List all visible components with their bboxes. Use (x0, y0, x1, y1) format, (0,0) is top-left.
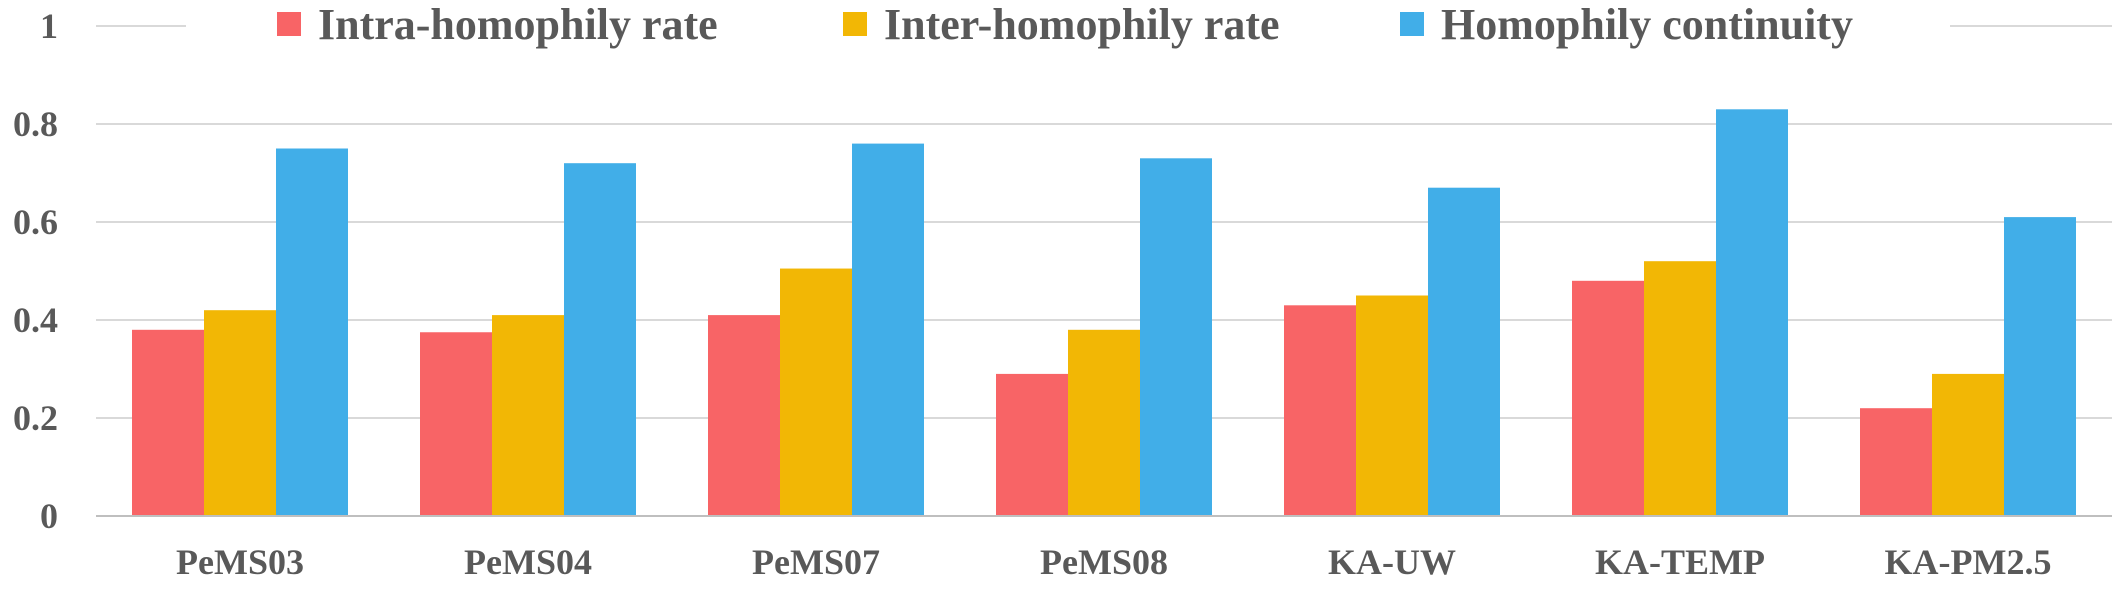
bar-intra-homophily-rate-ka-uw (1284, 305, 1356, 516)
x-tick-label: PeMS03 (176, 542, 304, 582)
bar-inter-homophily-rate-ka-pm2-5 (1932, 373, 2004, 516)
bar-inter-homophily-rate-pems04 (492, 315, 564, 516)
legend: Intra-homophily rate Inter-homophily rate… (277, 0, 1853, 49)
bars (132, 109, 2076, 517)
axes: 0 0.2 0.4 0.6 0.8 1 PeMS03 PeMS04 PeMS07 PeMS08 KA… (13, 6, 2112, 582)
bar-intra-homophily-rate-ka-pm2-5 (1860, 408, 1932, 516)
y-tick-label: 0.6 (13, 202, 58, 242)
bar-homophily-continuity-ka-uw (1428, 187, 1500, 516)
x-tick-label: KA-TEMP (1595, 542, 1765, 582)
y-tick-label: 0.4 (13, 300, 58, 340)
y-tick-label: 0.2 (13, 398, 58, 438)
bar-homophily-continuity-pems03 (276, 148, 348, 516)
bar-homophily-continuity-pems07 (852, 143, 924, 516)
legend-swatch (843, 12, 867, 36)
bar-intra-homophily-rate-pems07 (708, 315, 780, 516)
bar-inter-homophily-rate-ka-uw (1356, 295, 1428, 516)
x-tick-label: PeMS04 (464, 542, 592, 582)
bar-homophily-continuity-pems04 (564, 163, 636, 516)
legend-label: Homophily continuity (1441, 0, 1853, 49)
y-tick-label: 0.8 (13, 104, 58, 144)
bar-intra-homophily-rate-pems04 (420, 332, 492, 516)
bar-intra-homophily-rate-pems03 (132, 329, 204, 516)
x-tick-label: KA-PM2.5 (1885, 542, 2052, 582)
x-tick-label: PeMS08 (1040, 542, 1168, 582)
bar-inter-homophily-rate-pems03 (204, 310, 276, 516)
bar-intra-homophily-rate-pems08 (996, 373, 1068, 516)
x-tick-label: PeMS07 (752, 542, 880, 582)
x-tick-label: KA-UW (1328, 542, 1456, 582)
y-tick-label: 0 (40, 496, 58, 536)
bar-inter-homophily-rate-pems07 (780, 268, 852, 516)
bar-homophily-continuity-pems08 (1140, 158, 1212, 517)
y-tick-label: 1 (40, 6, 58, 46)
legend-swatch (1400, 12, 1424, 36)
bar-inter-homophily-rate-pems08 (1068, 329, 1140, 516)
bar-inter-homophily-rate-ka-temp (1644, 261, 1716, 516)
legend-label: Inter-homophily rate (884, 0, 1280, 49)
legend-swatch (277, 12, 301, 36)
legend-label: Intra-homophily rate (318, 0, 718, 49)
bar-homophily-continuity-ka-pm2-5 (2004, 217, 2076, 516)
bar-homophily-continuity-ka-temp (1716, 109, 1788, 517)
bar-intra-homophily-rate-ka-temp (1572, 280, 1644, 516)
